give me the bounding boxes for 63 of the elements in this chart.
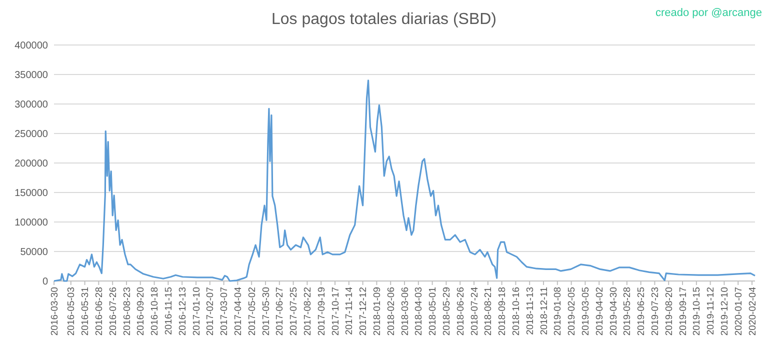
x-tick-label: 2018-07-24 — [469, 287, 480, 336]
x-tick-label: 2018-12-11 — [538, 287, 550, 335]
x-tick-label: 2017-06-27 — [274, 287, 286, 336]
x-tick-label: 2016-05-31 — [80, 287, 92, 336]
y-tick-label: 200000 — [14, 158, 48, 170]
x-tick-label: 2019-04-30 — [608, 287, 620, 336]
x-tick-label: 2017-08-22 — [302, 287, 314, 336]
x-tick-label: 2017-05-30 — [260, 287, 272, 336]
y-tick-label: 150000 — [14, 188, 48, 199]
x-tick-label: 2016-12-13 — [177, 287, 188, 336]
x-tick-label: 2016-05-03 — [66, 287, 78, 336]
x-tick-label: 2018-01-09 — [372, 287, 384, 336]
x-tick-label: 2016-10-18 — [150, 287, 161, 336]
x-tick-label: 2019-05-28 — [622, 287, 634, 336]
x-tick-label: 2019-10-15 — [692, 287, 703, 336]
x-tick-label: 2017-10-17 — [330, 287, 342, 336]
x-tick-label: 2018-02-06 — [386, 287, 397, 336]
x-tick-label: 2019-01-08 — [552, 287, 564, 336]
y-tick-label: 100000 — [14, 218, 48, 228]
x-tick-label: 2020-01-07 — [733, 287, 744, 336]
x-tick-label: 2018-05-29 — [442, 287, 453, 336]
x-tick-label: 2017-11-14 — [344, 287, 356, 335]
x-tick-label: 2018-09-18 — [497, 287, 508, 336]
x-tick-label: 2017-12-12 — [358, 287, 370, 336]
x-tick-label: 2019-12-10 — [720, 287, 731, 336]
x-tick-label: 2018-05-01 — [428, 287, 439, 336]
x-tick-label: 2018-08-21 — [483, 287, 494, 336]
x-tick-label: 2016-11-15 — [164, 287, 175, 335]
line-series — [53, 80, 756, 282]
x-tick-label: 2018-06-26 — [455, 287, 466, 336]
x-tick-label: 2016-09-20 — [136, 287, 147, 336]
x-tick-label: 2017-09-19 — [316, 287, 328, 336]
x-tick-label: 2019-07-23 — [650, 287, 662, 336]
x-tick-label: 2019-06-25 — [636, 287, 648, 336]
y-tick-label: 400000 — [14, 40, 48, 52]
x-tick-label: 2016-07-26 — [108, 287, 119, 336]
x-tick-label: 2017-01-10 — [191, 287, 202, 336]
x-tick-label: 2019-08-20 — [664, 287, 675, 336]
x-tick-label: 2019-04-02 — [594, 287, 606, 336]
x-tick-label: 2016-03-30 — [49, 287, 60, 336]
y-tick-label: 300000 — [14, 100, 48, 110]
x-tick-label: 2018-03-06 — [400, 287, 411, 336]
x-tick-label: 2017-03-07 — [219, 287, 230, 336]
x-tick-label: 2020-02-04 — [747, 287, 758, 336]
y-tick-label: 0 — [42, 276, 48, 288]
x-tick-label: 2019-11-12 — [706, 287, 717, 335]
y-tick-label: 350000 — [14, 70, 48, 81]
x-tick-label: 2016-06-28 — [94, 287, 106, 336]
text: creado por @arcange — [655, 7, 762, 19]
x-tick-label: 2019-09-17 — [678, 287, 689, 336]
x-tick-label: 2017-02-07 — [205, 287, 216, 336]
chart-title: Los pagos totales diarias (SBD) — [272, 11, 496, 28]
y-tick-label: 50000 — [20, 247, 48, 258]
x-tick-label: 2018-10-16 — [511, 287, 522, 336]
x-tick-label: 2016-08-23 — [122, 287, 133, 336]
x-tick-label: 2019-03-05 — [580, 287, 592, 336]
x-tick-label: 2019-02-05 — [566, 287, 578, 336]
x-tick-label: 2018-04-03 — [414, 287, 425, 336]
x-tick-label: 2017-04-04 — [233, 287, 244, 336]
x-tick-label: 2018-11-13 — [524, 287, 536, 335]
y-tick-label: 250000 — [14, 129, 48, 140]
x-tick-label: 2017-05-02 — [246, 287, 258, 336]
x-tick-label: 2017-07-25 — [288, 287, 300, 336]
